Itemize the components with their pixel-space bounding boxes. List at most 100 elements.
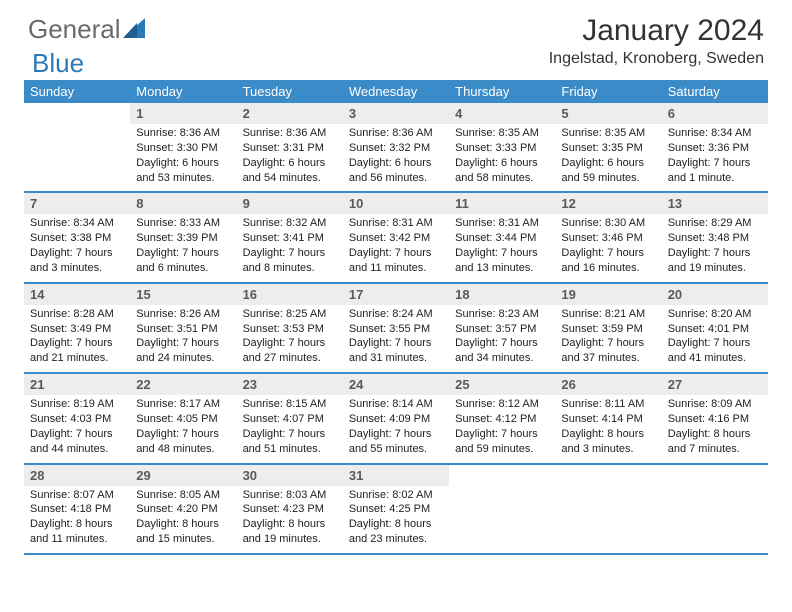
day-number: 20 (662, 284, 768, 305)
day-header: Sunday (24, 80, 130, 103)
day-number: 25 (449, 374, 555, 395)
day-cell: 11Sunrise: 8:31 AMSunset: 3:44 PMDayligh… (449, 193, 555, 281)
week-row: 1Sunrise: 8:36 AMSunset: 3:30 PMDaylight… (24, 103, 768, 193)
day-number: 16 (237, 284, 343, 305)
day-info: Sunrise: 8:17 AMSunset: 4:05 PMDaylight:… (130, 397, 236, 456)
day-cell: 3Sunrise: 8:36 AMSunset: 3:32 PMDaylight… (343, 103, 449, 191)
day-cell: 20Sunrise: 8:20 AMSunset: 4:01 PMDayligh… (662, 284, 768, 372)
day-cell: 25Sunrise: 8:12 AMSunset: 4:12 PMDayligh… (449, 374, 555, 462)
day-info: Sunrise: 8:03 AMSunset: 4:23 PMDaylight:… (237, 488, 343, 547)
day-cell: 27Sunrise: 8:09 AMSunset: 4:16 PMDayligh… (662, 374, 768, 462)
day-info: Sunrise: 8:21 AMSunset: 3:59 PMDaylight:… (555, 307, 661, 366)
day-header: Thursday (449, 80, 555, 103)
day-number: 27 (662, 374, 768, 395)
day-cell: 16Sunrise: 8:25 AMSunset: 3:53 PMDayligh… (237, 284, 343, 372)
day-cell: 21Sunrise: 8:19 AMSunset: 4:03 PMDayligh… (24, 374, 130, 462)
day-number: 26 (555, 374, 661, 395)
title-block: January 2024 Ingelstad, Kronoberg, Swede… (549, 14, 764, 68)
weeks-container: 1Sunrise: 8:36 AMSunset: 3:30 PMDaylight… (24, 103, 768, 555)
brand-logo: General (28, 14, 145, 45)
week-row: 14Sunrise: 8:28 AMSunset: 3:49 PMDayligh… (24, 284, 768, 374)
day-header: Wednesday (343, 80, 449, 103)
day-info: Sunrise: 8:34 AMSunset: 3:36 PMDaylight:… (662, 126, 768, 185)
day-info: Sunrise: 8:36 AMSunset: 3:32 PMDaylight:… (343, 126, 449, 185)
day-header: Monday (130, 80, 236, 103)
day-header: Tuesday (237, 80, 343, 103)
day-number: 14 (24, 284, 130, 305)
day-number: 1 (130, 103, 236, 124)
week-row: 21Sunrise: 8:19 AMSunset: 4:03 PMDayligh… (24, 374, 768, 464)
day-number: 13 (662, 193, 768, 214)
day-info: Sunrise: 8:07 AMSunset: 4:18 PMDaylight:… (24, 488, 130, 547)
day-info: Sunrise: 8:20 AMSunset: 4:01 PMDaylight:… (662, 307, 768, 366)
day-number: 17 (343, 284, 449, 305)
day-info: Sunrise: 8:26 AMSunset: 3:51 PMDaylight:… (130, 307, 236, 366)
header: General January 2024 Ingelstad, Kronober… (0, 0, 792, 72)
day-cell: 17Sunrise: 8:24 AMSunset: 3:55 PMDayligh… (343, 284, 449, 372)
day-number: 15 (130, 284, 236, 305)
day-cell: 4Sunrise: 8:35 AMSunset: 3:33 PMDaylight… (449, 103, 555, 191)
day-info: Sunrise: 8:05 AMSunset: 4:20 PMDaylight:… (130, 488, 236, 547)
day-cell: 18Sunrise: 8:23 AMSunset: 3:57 PMDayligh… (449, 284, 555, 372)
brand-part1: General (28, 14, 121, 45)
day-cell: 22Sunrise: 8:17 AMSunset: 4:05 PMDayligh… (130, 374, 236, 462)
day-number: 24 (343, 374, 449, 395)
day-info: Sunrise: 8:09 AMSunset: 4:16 PMDaylight:… (662, 397, 768, 456)
day-number: 5 (555, 103, 661, 124)
day-info: Sunrise: 8:29 AMSunset: 3:48 PMDaylight:… (662, 216, 768, 275)
day-cell: 8Sunrise: 8:33 AMSunset: 3:39 PMDaylight… (130, 193, 236, 281)
month-title: January 2024 (549, 14, 764, 48)
day-cell: 29Sunrise: 8:05 AMSunset: 4:20 PMDayligh… (130, 465, 236, 553)
day-number: 10 (343, 193, 449, 214)
day-info: Sunrise: 8:28 AMSunset: 3:49 PMDaylight:… (24, 307, 130, 366)
day-number: 22 (130, 374, 236, 395)
week-row: 7Sunrise: 8:34 AMSunset: 3:38 PMDaylight… (24, 193, 768, 283)
day-cell (662, 465, 768, 553)
day-number: 23 (237, 374, 343, 395)
day-cell: 23Sunrise: 8:15 AMSunset: 4:07 PMDayligh… (237, 374, 343, 462)
day-info: Sunrise: 8:12 AMSunset: 4:12 PMDaylight:… (449, 397, 555, 456)
week-row: 28Sunrise: 8:07 AMSunset: 4:18 PMDayligh… (24, 465, 768, 555)
day-cell (24, 103, 130, 191)
day-cell: 1Sunrise: 8:36 AMSunset: 3:30 PMDaylight… (130, 103, 236, 191)
brand-part2: Blue (32, 48, 84, 79)
day-info: Sunrise: 8:14 AMSunset: 4:09 PMDaylight:… (343, 397, 449, 456)
day-info: Sunrise: 8:35 AMSunset: 3:33 PMDaylight:… (449, 126, 555, 185)
day-cell: 19Sunrise: 8:21 AMSunset: 3:59 PMDayligh… (555, 284, 661, 372)
day-number: 9 (237, 193, 343, 214)
day-cell: 31Sunrise: 8:02 AMSunset: 4:25 PMDayligh… (343, 465, 449, 553)
day-number: 31 (343, 465, 449, 486)
day-cell: 12Sunrise: 8:30 AMSunset: 3:46 PMDayligh… (555, 193, 661, 281)
day-number: 29 (130, 465, 236, 486)
day-info: Sunrise: 8:19 AMSunset: 4:03 PMDaylight:… (24, 397, 130, 456)
day-info: Sunrise: 8:32 AMSunset: 3:41 PMDaylight:… (237, 216, 343, 275)
day-cell (449, 465, 555, 553)
day-header: Friday (555, 80, 661, 103)
day-info: Sunrise: 8:34 AMSunset: 3:38 PMDaylight:… (24, 216, 130, 275)
day-number: 19 (555, 284, 661, 305)
day-info: Sunrise: 8:30 AMSunset: 3:46 PMDaylight:… (555, 216, 661, 275)
day-cell: 9Sunrise: 8:32 AMSunset: 3:41 PMDaylight… (237, 193, 343, 281)
day-cell: 28Sunrise: 8:07 AMSunset: 4:18 PMDayligh… (24, 465, 130, 553)
day-info: Sunrise: 8:02 AMSunset: 4:25 PMDaylight:… (343, 488, 449, 547)
day-info: Sunrise: 8:31 AMSunset: 3:42 PMDaylight:… (343, 216, 449, 275)
day-info: Sunrise: 8:24 AMSunset: 3:55 PMDaylight:… (343, 307, 449, 366)
day-cell: 15Sunrise: 8:26 AMSunset: 3:51 PMDayligh… (130, 284, 236, 372)
day-cell: 24Sunrise: 8:14 AMSunset: 4:09 PMDayligh… (343, 374, 449, 462)
day-number: 18 (449, 284, 555, 305)
day-info: Sunrise: 8:25 AMSunset: 3:53 PMDaylight:… (237, 307, 343, 366)
day-cell: 10Sunrise: 8:31 AMSunset: 3:42 PMDayligh… (343, 193, 449, 281)
calendar: Sunday Monday Tuesday Wednesday Thursday… (24, 80, 768, 555)
day-info: Sunrise: 8:31 AMSunset: 3:44 PMDaylight:… (449, 216, 555, 275)
day-cell: 26Sunrise: 8:11 AMSunset: 4:14 PMDayligh… (555, 374, 661, 462)
day-number: 4 (449, 103, 555, 124)
day-info: Sunrise: 8:23 AMSunset: 3:57 PMDaylight:… (449, 307, 555, 366)
day-info: Sunrise: 8:35 AMSunset: 3:35 PMDaylight:… (555, 126, 661, 185)
day-info: Sunrise: 8:33 AMSunset: 3:39 PMDaylight:… (130, 216, 236, 275)
day-number: 12 (555, 193, 661, 214)
day-info: Sunrise: 8:11 AMSunset: 4:14 PMDaylight:… (555, 397, 661, 456)
day-cell: 6Sunrise: 8:34 AMSunset: 3:36 PMDaylight… (662, 103, 768, 191)
brand-sail-icon (123, 14, 145, 45)
day-cell: 14Sunrise: 8:28 AMSunset: 3:49 PMDayligh… (24, 284, 130, 372)
day-number: 7 (24, 193, 130, 214)
